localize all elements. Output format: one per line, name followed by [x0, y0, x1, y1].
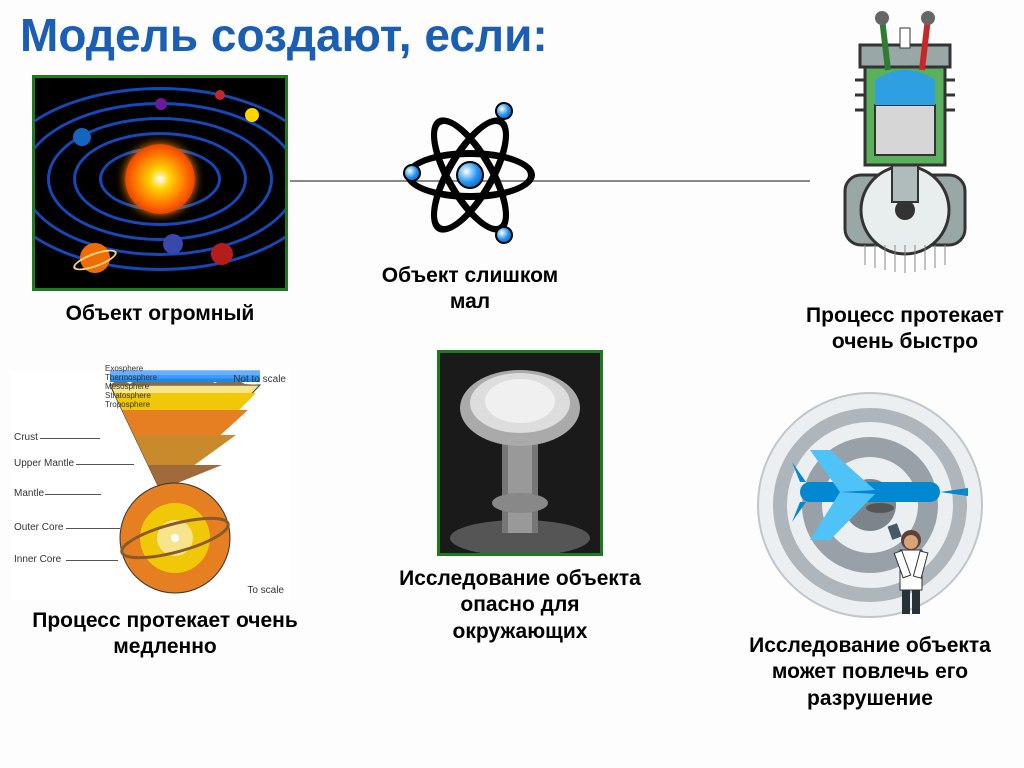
- solar-caption: Объект огромный: [30, 301, 290, 327]
- cell-explosion: Исследование объекта опасно для окружающ…: [395, 350, 645, 645]
- earth-image: ExosphereThermosphereMesosphereStratosph…: [10, 370, 290, 600]
- engine-image: [810, 10, 1000, 290]
- earth-layer-label: Mantle: [14, 488, 44, 499]
- slide-title: Модель создают, если:: [20, 8, 548, 62]
- earth-layer-label: Crust: [14, 432, 38, 443]
- earth-layer-label: Outer Core: [14, 522, 63, 533]
- explosion-image: [437, 350, 603, 556]
- solar-image: [32, 75, 288, 291]
- explosion-caption: Исследование объекта опасно для окружающ…: [395, 566, 645, 645]
- earth-layer-label: Inner Core: [14, 554, 61, 565]
- earth-atmo-label: Exosphere: [105, 364, 143, 373]
- engine-caption: Процесс протекает очень быстро: [790, 303, 1020, 356]
- earth-layer-label: Upper Mantle: [14, 458, 74, 469]
- earth-atmo-label: Thermosphere: [105, 373, 157, 382]
- earth-note-bottom: To scale: [247, 585, 284, 596]
- plane-image: [740, 390, 1000, 620]
- atom-caption: Объект слишком мал: [370, 263, 570, 316]
- earth-atmo-label: Troposphere: [105, 400, 150, 409]
- cell-solar: Объект огромный: [30, 75, 290, 327]
- earth-caption: Процесс протекает очень медленно: [10, 608, 320, 661]
- cell-atom: Объект слишком мал: [370, 100, 570, 316]
- earth-atmo-label: Mesosphere: [105, 382, 149, 391]
- cell-plane: Исследование объекта может повлечь его р…: [730, 390, 1010, 712]
- plane-caption: Исследование объекта может повлечь его р…: [730, 633, 1010, 712]
- cell-engine: Процесс протекает очень быстро: [790, 10, 1020, 356]
- earth-note-right: Not to scale: [233, 374, 286, 385]
- earth-atmo-label: Stratosphere: [105, 391, 151, 400]
- cell-earth: ExosphereThermosphereMesosphereStratosph…: [10, 370, 320, 661]
- atom-image: [395, 100, 545, 250]
